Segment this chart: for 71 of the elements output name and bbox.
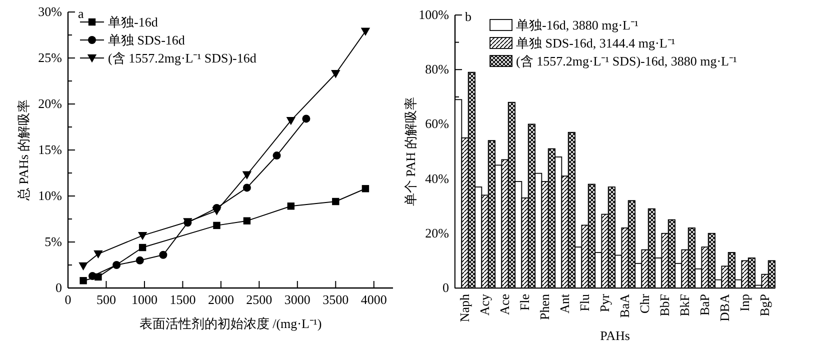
point [331, 70, 340, 78]
x-tick-label: 3000 [284, 292, 310, 307]
x-tick-label: BaA [617, 293, 632, 318]
point [80, 277, 87, 284]
y-tick-label: 20% [425, 225, 450, 240]
point [286, 116, 296, 126]
x-tick-label: Phen [537, 294, 552, 320]
x-tick-label: 2500 [246, 292, 272, 307]
x-tick-label: 3500 [322, 292, 349, 307]
legend-label: 单独-16d [108, 14, 158, 30]
legend-label: 单独 SDS-16d, 3144.4 mg·L⁻¹ [516, 36, 676, 50]
x-tick-label: Fle [517, 294, 532, 311]
point [112, 261, 121, 269]
x-tick-label: 500 [96, 292, 116, 307]
point [94, 250, 103, 259]
x-tick-label: 1000 [131, 292, 158, 307]
x-tick-label: BaP [697, 294, 712, 316]
point [78, 262, 88, 271]
point [242, 171, 252, 180]
point [159, 250, 168, 259]
x-tick-label: 2000 [208, 292, 234, 307]
annotation: b [465, 9, 472, 24]
x-axis-title: PAHs [600, 328, 630, 343]
point [287, 202, 295, 210]
y-axis-title: 单个 PAH 的解吸率 [403, 96, 418, 206]
x-tick-label: BkF [677, 294, 692, 316]
x-tick-label: 4000 [360, 292, 387, 307]
y-tick-label: 0 [442, 280, 449, 295]
y-tick-label: 80% [425, 62, 450, 77]
point [360, 28, 370, 36]
x-tick-label: BgP [757, 294, 772, 316]
point [136, 256, 144, 264]
point [272, 152, 281, 160]
y-tick-label: 0 [56, 280, 62, 295]
y-tick-label: 15% [38, 142, 62, 157]
x-tick-label: DBA [717, 293, 732, 322]
x-tick-label: Flu [577, 294, 592, 312]
y-tick-label: 25% [38, 50, 62, 65]
point [212, 204, 221, 212]
legend-label: (含 1557.2mg·L⁻¹ SDS)-16d, 3880 mg·L⁻¹ [516, 54, 737, 68]
point [362, 185, 370, 192]
legend-label: (含 1557.2mg·L⁻¹ SDS)-16d [108, 50, 257, 66]
point [138, 232, 148, 240]
point [302, 114, 310, 123]
annotation: a [78, 6, 84, 21]
y-tick-label: 5% [44, 234, 62, 249]
x-axis-title: 表面活性剂的初始浓度 /(mg·L⁻¹) [139, 316, 322, 331]
x-tick-label: BbF [657, 294, 672, 316]
point [94, 273, 102, 281]
legend-label: 单独 SDS-16d [108, 32, 186, 48]
x-tick-label: Acy [477, 294, 492, 316]
y-tick-label: 20% [38, 96, 62, 111]
y-tick-label: 10% [38, 188, 62, 203]
x-tick-label: Chr [637, 293, 652, 314]
point [213, 222, 220, 230]
x-tick-label: Pyr [597, 293, 612, 312]
point [138, 244, 146, 252]
legend-label: 单独-16d, 3880 mg·L⁻¹ [516, 18, 638, 32]
y-tick-label: 30% [38, 4, 62, 19]
y-tick-label: 40% [425, 170, 450, 186]
y-tick-label: 100% [418, 7, 450, 22]
x-tick-label: Inp [737, 294, 752, 312]
x-tick-label: 1500 [170, 292, 196, 307]
point [242, 184, 251, 192]
x-tick-label: Ant [557, 294, 572, 314]
point [243, 217, 251, 224]
x-tick-label: Ace [497, 294, 512, 315]
x-tick-label: Naph [457, 294, 472, 322]
y-axis-title: 总 PAHs 的解吸率 [16, 99, 31, 202]
y-tick-label: 60% [425, 116, 450, 132]
point [332, 198, 340, 206]
